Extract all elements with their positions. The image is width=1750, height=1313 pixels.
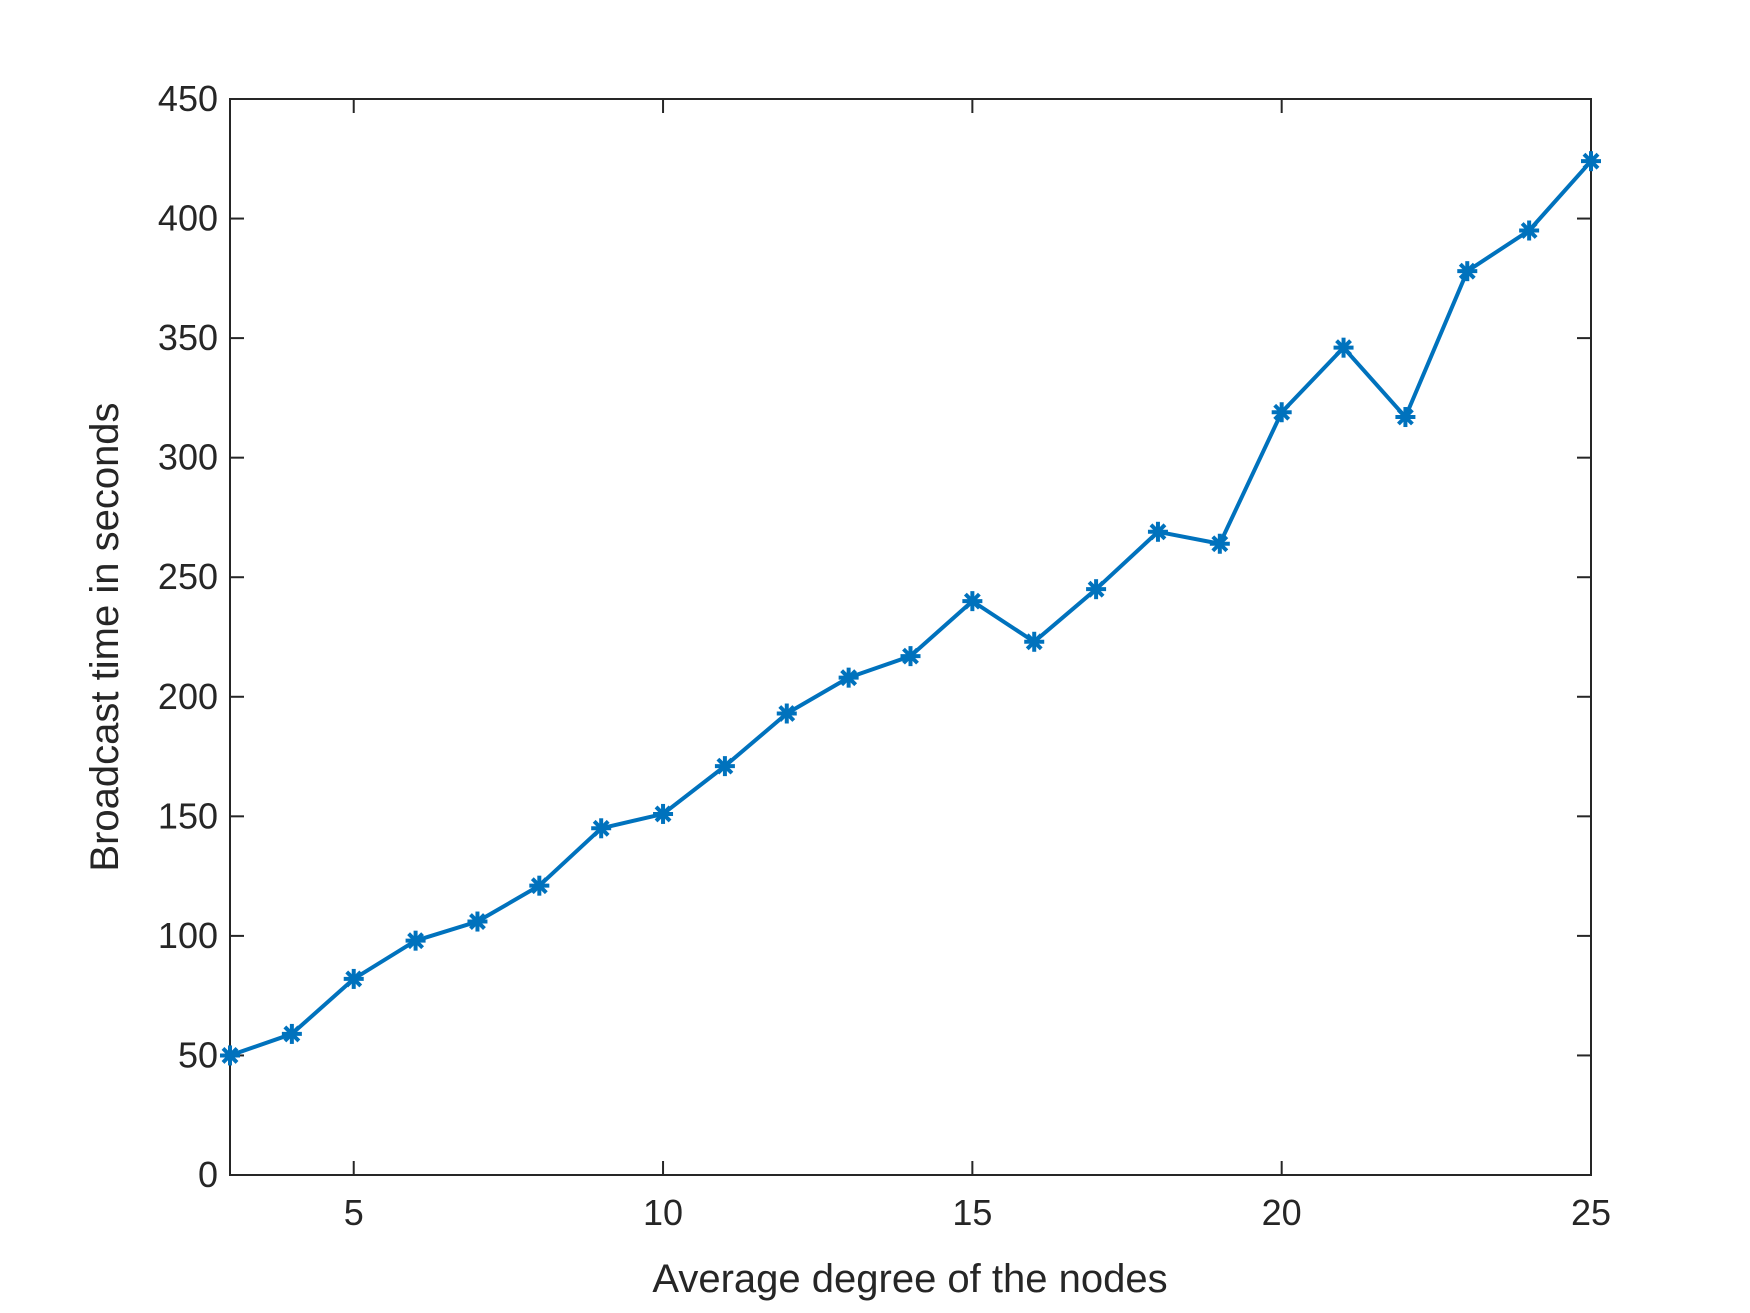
marker-stroke xyxy=(592,819,610,837)
data-point xyxy=(591,818,612,839)
y-tick-label: 50 xyxy=(178,1034,218,1075)
marker-stroke xyxy=(407,932,425,950)
data-point xyxy=(900,646,921,667)
y-tick-label: 400 xyxy=(158,198,218,239)
marker-stroke xyxy=(1335,339,1352,357)
data-point xyxy=(281,1023,302,1044)
marker-stroke xyxy=(902,647,919,665)
marker-stroke xyxy=(1149,523,1167,541)
y-axis-label: Broadcast time in seconds xyxy=(83,402,127,871)
y-tick-label: 150 xyxy=(158,795,218,836)
data-point xyxy=(1209,533,1230,554)
data-point xyxy=(714,756,735,777)
x-tick-label: 15 xyxy=(952,1192,992,1233)
data-point xyxy=(1333,337,1354,358)
data-point xyxy=(962,591,983,612)
data-point xyxy=(467,911,488,932)
marker-stroke xyxy=(1211,535,1229,553)
data-point xyxy=(1581,151,1601,172)
axes-box xyxy=(229,98,1592,1176)
data-point xyxy=(1271,402,1292,423)
marker-stroke xyxy=(530,877,548,895)
data-point xyxy=(343,968,364,989)
x-tick-label: 25 xyxy=(1571,1192,1611,1233)
y-tick-label: 250 xyxy=(158,556,218,597)
data-point xyxy=(220,1045,240,1066)
marker-stroke xyxy=(1087,580,1105,598)
y-tick-label: 100 xyxy=(158,915,218,956)
data-point xyxy=(653,803,674,824)
marker-stroke xyxy=(1458,262,1476,280)
marker-stroke xyxy=(469,913,486,930)
marker-stroke xyxy=(654,805,672,823)
y-tick-label: 300 xyxy=(158,437,218,478)
data-point xyxy=(405,930,426,951)
marker-stroke xyxy=(1396,408,1414,426)
marker-stroke xyxy=(778,705,796,722)
marker-stroke xyxy=(1520,222,1538,239)
data-point xyxy=(1147,521,1168,542)
x-tick-label: 20 xyxy=(1262,1192,1302,1233)
x-axis-label: Average degree of the nodes xyxy=(652,1257,1167,1301)
x-tick-label: 5 xyxy=(344,1192,364,1233)
y-tick-label: 200 xyxy=(158,676,218,717)
marker-stroke xyxy=(1025,633,1043,651)
data-point xyxy=(529,875,550,896)
y-tick-label: 0 xyxy=(198,1154,218,1195)
marker-stroke xyxy=(840,669,858,687)
data-point xyxy=(1395,407,1416,428)
y-tick-label: 350 xyxy=(158,317,218,358)
data-point xyxy=(838,667,859,688)
data-point xyxy=(1086,579,1107,600)
x-tick-label: 10 xyxy=(643,1192,683,1233)
data-point xyxy=(1024,631,1045,652)
marker-stroke xyxy=(716,757,734,775)
data-point xyxy=(1519,220,1540,241)
marker-stroke xyxy=(963,592,981,610)
marker-stroke xyxy=(1582,152,1600,170)
data-point xyxy=(776,703,797,724)
y-tick-label: 450 xyxy=(158,78,218,119)
marker-stroke xyxy=(221,1047,239,1064)
data-point xyxy=(1457,261,1478,282)
marker-stroke xyxy=(1273,403,1291,421)
marker-stroke xyxy=(345,970,363,988)
marker-stroke xyxy=(283,1025,301,1043)
